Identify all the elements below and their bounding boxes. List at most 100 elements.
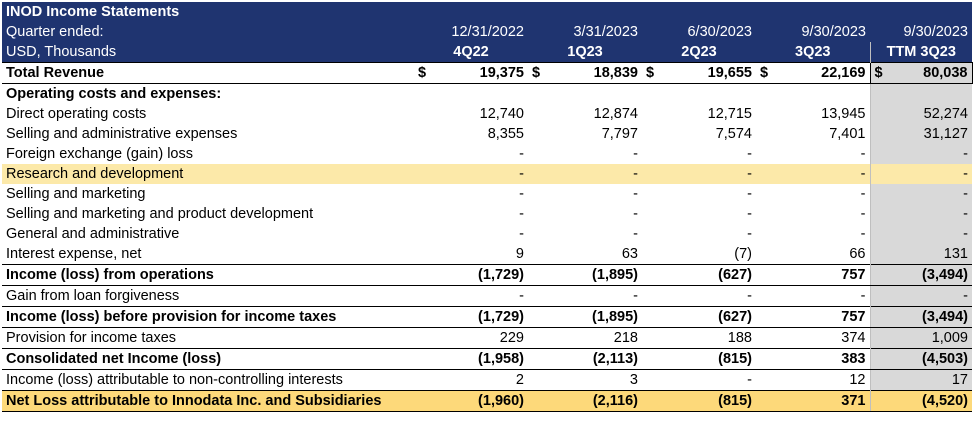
row-sga: Selling and administrative expenses 8,35… [2,124,972,144]
row-label: Income (loss) attributable to non-contro… [6,372,343,388]
cell-value: 7,797 [601,126,638,142]
row-label: Research and development [2,164,414,184]
cell-value: - [747,372,752,388]
cell-value: - [860,186,866,202]
cell-value: (627) [642,306,756,328]
row-ga: General and administrative - - - - - [2,224,972,244]
cell-value: 80,038 [923,65,968,81]
cell-value: 31,127 [869,124,972,144]
cell-value: (3,494) [869,306,972,328]
row-label: Net Loss attributable to Innodata Inc. a… [2,390,414,412]
cell-value: 66 [849,246,866,262]
cell-value: - [528,164,642,184]
code-4q22: 4Q22 [414,42,528,63]
row-total-revenue: Total Revenue $19,375 $18,839 $19,655 $2… [2,62,973,84]
currency-symbol: $ [418,65,427,81]
date-2q23: 6/30/2023 [642,22,756,42]
cell-value: (3,494) [869,264,972,286]
row-income-pretax: Income (loss) before provision for incom… [2,306,972,328]
row-label: Income (loss) before provision for incom… [2,306,414,328]
date-1q23: 3/31/2023 [528,22,642,42]
code-ttm: TTM 3Q23 [869,42,972,63]
cell-value: (1,895) [528,264,642,286]
quarter-ended-label: Quarter ended: [2,22,414,42]
table-title: INOD Income Statements [2,2,414,22]
row-direct-costs: Direct operating costs 12,740 12,874 12,… [2,104,972,124]
cell-value: 383 [756,348,870,370]
cell-value: - [869,204,972,224]
cell-value: (1,960) [414,390,528,412]
cell-value: - [747,226,752,242]
row-net-income: Consolidated net Income (loss) (1,958) (… [2,348,972,370]
income-statement-table: INOD Income Statements Quarter ended: 12… [2,2,973,412]
row-tax: Provision for income taxes 229 218 188 3… [2,327,972,349]
currency-symbol: $ [874,65,883,81]
cell-value: (1,895) [528,306,642,328]
cell-value: (2,113) [528,348,642,370]
date-ttm: 9/30/2023 [870,22,972,42]
cell-value: 374 [841,330,866,346]
row-label: Interest expense, net [6,246,142,262]
currency-symbol: $ [646,65,655,81]
header-date-row: Quarter ended: 12/31/2022 3/31/2023 6/30… [2,22,972,42]
row-smpd: Selling and marketing and product develo… [2,204,972,224]
row-label: Selling and marketing [6,186,146,202]
cell-value: - [747,146,752,162]
row-opex-header: Operating costs and expenses: [2,83,972,104]
cell-value: 8,355 [487,126,524,142]
cell-value: 12,740 [479,106,524,122]
cell-value: - [633,146,638,162]
cell-value: - [414,164,528,184]
cell-value: (1,729) [414,306,528,328]
cell-value: - [519,288,524,304]
row-label: Provision for income taxes [6,330,177,346]
cell-value: (815) [642,348,756,370]
units-label: USD, Thousands [2,42,414,63]
cell-value: (1,958) [414,348,528,370]
cell-value: 2 [515,372,524,388]
date-3q23: 9/30/2023 [756,22,870,42]
cell-value: (4,503) [869,348,972,370]
cell-value: - [642,164,756,184]
row-interest: Interest expense, net 9 63 (7) 66 131 [2,244,972,265]
cell-value: 757 [756,306,870,328]
row-label: Income (loss) from operations [2,264,414,286]
date-4q22: 12/31/2022 [414,22,528,42]
row-label: General and administrative [6,226,180,242]
cell-value: 371 [756,390,870,412]
row-net-loss-innodata: Net Loss attributable to Innodata Inc. a… [2,390,972,412]
row-label: Selling and administrative expenses [6,126,238,142]
cell-value: 1,009 [869,327,972,349]
row-fx: Foreign exchange (gain) loss - - - - - [2,144,972,164]
row-label: Selling and marketing and product develo… [6,206,314,222]
cell-value: - [869,164,972,184]
cell-value: - [747,186,752,202]
cell-value: 12 [849,372,866,388]
code-3q23: 3Q23 [756,42,870,63]
cell-value: 17 [869,369,972,391]
row-label: Consolidated net Income (loss) [2,348,414,370]
row-label: Foreign exchange (gain) loss [6,146,193,162]
cell-value: - [519,146,524,162]
cell-value: (4,520) [869,390,972,412]
cell-value: (7) [734,246,752,262]
cell-value: - [633,186,638,202]
cell-value: - [747,206,752,222]
row-label: Total Revenue [2,62,414,84]
cell-value: 63 [621,246,638,262]
row-sm: Selling and marketing - - - - - [2,184,972,204]
cell-value: 3 [629,372,638,388]
code-1q23: 1Q23 [528,42,642,63]
currency-symbol: $ [532,65,541,81]
cell-value: 131 [869,244,972,265]
row-income-ops: Income (loss) from operations (1,729) (1… [2,264,972,286]
cell-value: 188 [727,330,752,346]
currency-symbol: $ [760,65,769,81]
cell-value: - [869,184,972,204]
row-label: Gain from loan forgiveness [6,288,180,304]
cell-value: (627) [642,264,756,286]
row-label: Operating costs and expenses: [6,86,222,102]
row-nci: Income (loss) attributable to non-contro… [2,369,972,391]
row-rnd: Research and development - - - - - [2,164,972,184]
